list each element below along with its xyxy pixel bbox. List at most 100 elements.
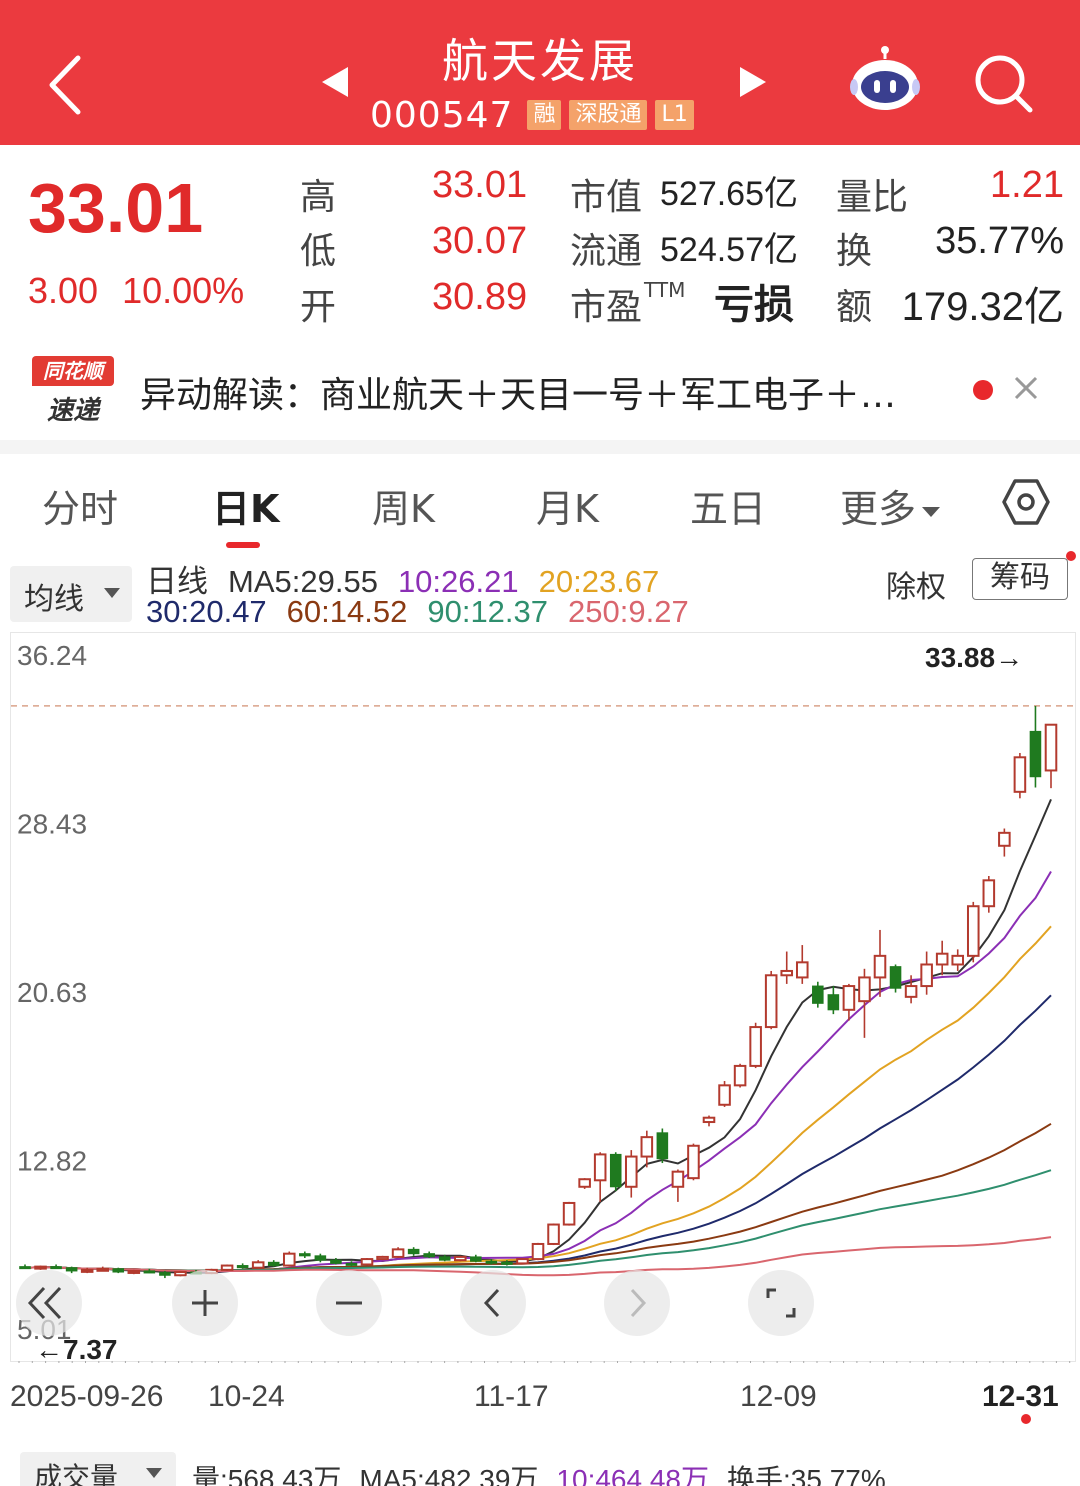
ex-rights-toggle[interactable]: 除权 (886, 570, 946, 605)
previous-stock-icon[interactable] (320, 65, 350, 99)
candle-body-up (578, 1178, 591, 1188)
margin-tag: 融 (527, 100, 562, 130)
candle-body-down (501, 1261, 513, 1265)
ma250-value: 250:9.27 (568, 594, 689, 629)
x-label-start: 2025-09-26 (10, 1380, 164, 1413)
daily-label: 日线 (146, 564, 208, 599)
volume-ma10: 10:464.48万 (556, 1464, 709, 1486)
stock-code: 000547 (370, 94, 514, 136)
candle-body-up (282, 1252, 296, 1267)
market-cap-label: 市值 (570, 177, 643, 218)
candle-body-down (159, 1272, 171, 1276)
candle-body-down (889, 966, 902, 989)
news-headline[interactable]: 异动解读：商业航天＋天目一号＋军工电子＋… (140, 375, 897, 416)
open-label: 开 (300, 287, 337, 328)
scroll-right-button[interactable] (604, 1270, 670, 1336)
zoom-in-button[interactable] (172, 1270, 238, 1336)
robot-assistant-icon[interactable] (848, 45, 922, 115)
candle-body-down (1029, 730, 1042, 778)
market-cap-value: 527.65亿 (660, 175, 798, 213)
high-label: 高 (300, 177, 337, 218)
next-stock-icon[interactable] (738, 65, 768, 99)
amount-label: 额 (836, 287, 873, 328)
tab-monthly-k[interactable]: 月K (536, 487, 599, 531)
gear-icon[interactable] (1000, 476, 1052, 528)
ma30-value: 30:20.47 (146, 594, 267, 629)
search-icon[interactable] (972, 52, 1034, 114)
tab-weekly-k[interactable]: 周K (372, 487, 435, 531)
close-icon[interactable] (1010, 372, 1042, 404)
tab-more[interactable]: 更多 (840, 478, 941, 533)
tab-daily-k[interactable]: 日K (212, 487, 280, 531)
candle-body-down (236, 1265, 249, 1269)
price-change: 3.00 10.00% (28, 270, 244, 312)
volume-ratio-label: 量比 (836, 177, 909, 218)
tab-intraday[interactable]: 分时 (42, 487, 119, 531)
amount-value: 179.32亿 (901, 285, 1064, 329)
candle-body-down (267, 1261, 280, 1267)
chip-distribution-button[interactable]: 筹码 (972, 558, 1068, 600)
fullscreen-icon (766, 1288, 796, 1318)
ma5-value: MA5:29.55 (228, 564, 378, 599)
ma90-value: 90:12.37 (427, 594, 549, 629)
candle-body-down (19, 1266, 31, 1270)
y-tick-label: 36.24 (17, 640, 87, 671)
ttm-superscript: TTM (644, 278, 686, 302)
turnover-label: 换 (836, 231, 873, 272)
candle-body-up (733, 1064, 747, 1087)
high-value: 33.01 (432, 164, 528, 206)
candle-body-up (376, 1255, 389, 1261)
candle-body-up (873, 954, 887, 979)
zoom-out-button[interactable] (316, 1270, 382, 1336)
candle-body-down (65, 1267, 78, 1272)
double-chevron-left-icon (27, 1286, 62, 1320)
candle-body-down (112, 1268, 125, 1273)
candle-body-up (780, 969, 794, 977)
candle-body-up (391, 1248, 405, 1258)
candle-body-up (1044, 723, 1058, 772)
candle-body-up (842, 985, 856, 1011)
candle-body-up (127, 1269, 141, 1274)
candle-body-down (299, 1253, 311, 1257)
candle-body-down (345, 1262, 358, 1266)
x-label-dec31: 12-31 (982, 1380, 1059, 1413)
candle-body-up (640, 1136, 654, 1158)
y-tick-label: 28.43 (17, 809, 87, 840)
y-tick-label: 12.82 (17, 1145, 87, 1176)
volume-indicator-select[interactable]: 成交量 (20, 1452, 176, 1486)
plus-icon (192, 1290, 218, 1316)
candle-body-up (795, 961, 809, 979)
pe-label: 市盈 TTM (570, 278, 686, 328)
candle-body-up (982, 879, 996, 908)
volume-ma5: MA5:482.39万 (359, 1464, 539, 1486)
chevron-right-icon (630, 1288, 647, 1318)
back-chevron-icon[interactable] (40, 50, 90, 120)
scroll-start-button[interactable] (16, 1270, 82, 1336)
float-cap-label: 流通 (570, 231, 643, 272)
fullscreen-button[interactable] (748, 1270, 814, 1336)
candle-body-up (562, 1201, 576, 1226)
indicator-select[interactable]: 均线 (10, 566, 132, 622)
ma-legend-row-2: 30:20.47 60:14.52 90:12.37 250:9.27 (146, 594, 709, 630)
chevron-left-icon (483, 1288, 500, 1318)
candle-body-down (827, 994, 840, 1011)
candle-body-up (516, 1258, 529, 1265)
candle-body-up (904, 985, 918, 998)
candle-body-up (687, 1144, 700, 1180)
candle-body-down (812, 985, 824, 1004)
ma5-line (24, 799, 1052, 1274)
candle-body-up (251, 1261, 265, 1269)
candle-body-down (407, 1248, 420, 1255)
turnover-rate: 换手:35.77% (727, 1464, 886, 1486)
candle-body-up (34, 1265, 47, 1270)
section-divider (0, 440, 1080, 454)
x-label-dec09: 12-09 (740, 1380, 817, 1413)
code-row: 000547 融 深股通 L1 (370, 94, 694, 136)
level1-tag: L1 (655, 100, 694, 130)
scroll-left-button[interactable] (460, 1270, 526, 1336)
candle-body-up (360, 1258, 374, 1266)
tab-five-day[interactable]: 五日 (690, 487, 767, 531)
minus-icon (336, 1301, 362, 1305)
